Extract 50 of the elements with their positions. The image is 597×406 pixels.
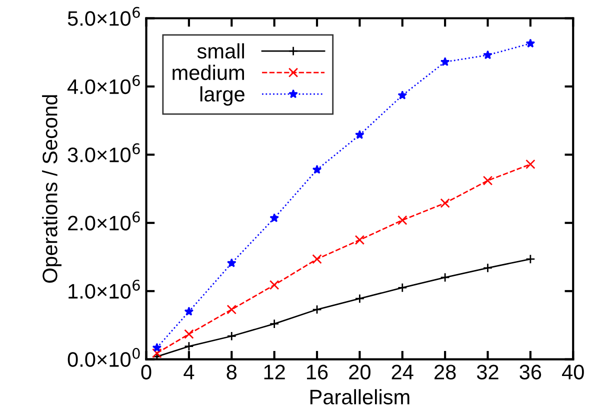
point bbox=[312, 164, 322, 174]
point bbox=[440, 198, 450, 208]
point bbox=[482, 176, 493, 186]
point bbox=[269, 280, 280, 290]
x-tick-label: 16 bbox=[307, 364, 328, 380]
point bbox=[226, 331, 236, 341]
point bbox=[184, 306, 194, 316]
y-tick-label: 5.0×10$^{6}$ bbox=[68, 6, 140, 26]
x-tick-label: 8 bbox=[226, 364, 237, 380]
y-tick-label: 3.0×10$^{6}$ bbox=[68, 143, 140, 162]
x-tick-label: 36 bbox=[520, 364, 542, 380]
y-tick-label: 1.0×10$^{6}$ bbox=[68, 280, 140, 299]
point bbox=[526, 254, 536, 264]
point bbox=[482, 263, 493, 273]
legend-label: medium bbox=[172, 64, 244, 80]
y-tick-label: 2.0×10$^{6}$ bbox=[68, 211, 140, 230]
y-axis-title: Operations / Second bbox=[42, 95, 62, 283]
x-axis-title: Parallelism bbox=[310, 389, 410, 404]
point bbox=[398, 282, 408, 293]
point bbox=[526, 38, 536, 48]
point bbox=[312, 304, 322, 314]
point bbox=[354, 294, 365, 304]
x-tick-label: 40 bbox=[562, 364, 584, 380]
x-tick-label: 24 bbox=[392, 364, 414, 380]
x-tick-label: 28 bbox=[434, 364, 456, 380]
x-tick-label: 12 bbox=[264, 364, 285, 380]
point bbox=[440, 57, 450, 66]
legend-label: large bbox=[200, 86, 244, 106]
point bbox=[184, 329, 194, 339]
point bbox=[526, 159, 536, 170]
y-tick-label: 0.0×10$^{0}$ bbox=[68, 348, 140, 367]
point bbox=[440, 272, 450, 282]
point bbox=[355, 130, 364, 139]
point bbox=[226, 258, 236, 268]
point bbox=[226, 304, 236, 314]
point bbox=[398, 215, 408, 226]
x-tick-label: 32 bbox=[476, 364, 498, 380]
legend-label: small bbox=[197, 43, 244, 59]
point bbox=[398, 90, 408, 100]
point bbox=[152, 342, 162, 352]
point bbox=[270, 213, 279, 222]
point bbox=[269, 318, 280, 329]
x-tick-label: 0 bbox=[141, 364, 152, 380]
point bbox=[354, 235, 365, 245]
y-tick-label: 4.0×10$^{6}$ bbox=[68, 75, 140, 94]
x-tick-label: 4 bbox=[184, 364, 194, 380]
point bbox=[184, 341, 194, 352]
x-tick-label: 20 bbox=[349, 364, 370, 380]
point bbox=[483, 50, 492, 60]
point bbox=[312, 254, 322, 264]
